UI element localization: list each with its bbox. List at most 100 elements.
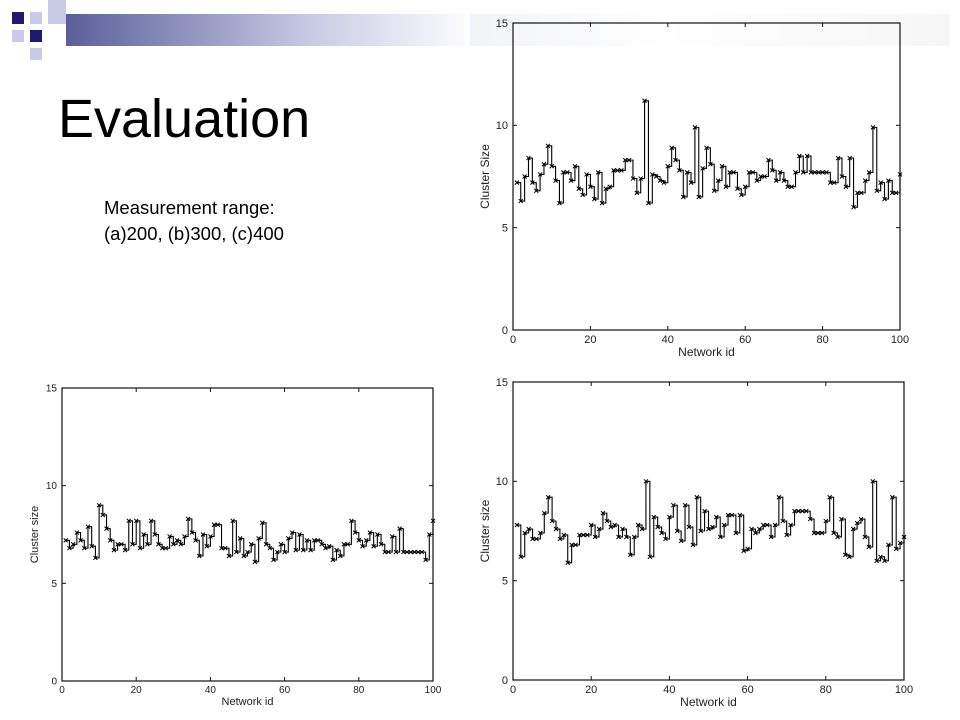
data-point: [337, 553, 343, 559]
data-point: [538, 530, 543, 536]
data-point: [419, 549, 425, 555]
data-point: [686, 524, 692, 530]
data-point: [777, 170, 783, 175]
data-point: [156, 541, 161, 547]
data-point: [737, 512, 743, 518]
header-fade-bar: [470, 14, 950, 46]
data-point: [804, 153, 810, 159]
data-point: [657, 178, 663, 183]
data-point: [518, 554, 524, 560]
data-point: [341, 541, 347, 547]
data-point: [67, 545, 72, 551]
data-point: [345, 541, 351, 547]
data-point: [725, 512, 731, 518]
logo-square-light-4: [30, 48, 42, 60]
data-point: [646, 200, 651, 206]
x-axis-label: Network id: [678, 345, 735, 359]
data-point: [870, 125, 876, 130]
data-point: [111, 547, 117, 553]
data-point: [731, 170, 736, 175]
x-tick-label: 0: [510, 334, 516, 346]
data-point: [635, 522, 641, 528]
data-point: [522, 174, 527, 179]
data-point: [847, 155, 853, 161]
data-point: [557, 200, 562, 206]
data-point: [901, 534, 907, 540]
data-point: [874, 558, 879, 564]
data-point: [304, 538, 310, 543]
data-point: [549, 163, 555, 169]
data-point: [866, 544, 872, 550]
data-point: [389, 534, 395, 539]
data-point: [226, 553, 232, 559]
data-point: [222, 545, 228, 551]
y-tick-label: 15: [46, 384, 58, 395]
data-point: [855, 190, 860, 196]
data-point: [315, 538, 321, 543]
data-point: [573, 542, 578, 548]
data-point: [382, 549, 388, 555]
data-point: [533, 188, 539, 194]
data-point: [374, 532, 380, 537]
data-point: [702, 508, 707, 514]
data-point: [704, 145, 709, 151]
data-point: [831, 530, 836, 536]
data-point: [711, 188, 717, 194]
data-point: [612, 522, 618, 528]
data-point: [854, 520, 860, 526]
data-point: [119, 541, 124, 547]
data-point: [670, 502, 676, 508]
data-point: [788, 522, 793, 528]
data-point: [514, 522, 520, 528]
data-point: [688, 180, 694, 185]
data-point: [669, 145, 675, 151]
data-point: [616, 534, 621, 540]
data-point: [835, 155, 841, 161]
data-point: [596, 526, 602, 532]
x-tick-label: 80: [816, 334, 828, 346]
data-point: [595, 170, 601, 175]
x-axis-label: Network id: [222, 696, 274, 708]
data-point: [568, 178, 574, 183]
data-point: [886, 542, 891, 548]
data-point: [808, 170, 814, 175]
x-tick-label: 80: [353, 685, 365, 696]
data-point: [189, 530, 195, 535]
data-point: [549, 518, 555, 524]
data-point: [889, 494, 895, 500]
data-point: [545, 143, 551, 149]
data-point: [655, 524, 661, 530]
data-point: [893, 190, 899, 196]
data-point: [426, 532, 432, 537]
x-tick-label: 20: [131, 685, 143, 696]
header-gradient-bar: [66, 14, 476, 46]
data-point: [323, 545, 328, 551]
data-point: [319, 541, 325, 547]
data-point: [780, 518, 786, 524]
data-point: [564, 170, 570, 175]
data-point: [196, 553, 202, 559]
data-point: [753, 530, 758, 536]
data-point: [893, 546, 899, 552]
data-point: [741, 548, 747, 554]
data-point: [819, 530, 825, 536]
data-point: [746, 170, 752, 175]
data-point: [816, 170, 822, 175]
data-point: [723, 184, 729, 190]
data-point: [858, 190, 864, 196]
data-point: [588, 184, 593, 190]
data-point: [850, 526, 856, 532]
y-tick-label: 5: [502, 576, 508, 588]
data-point: [215, 522, 221, 528]
slide-title: Evaluation: [58, 89, 311, 149]
data-point: [289, 530, 295, 535]
x-tick-label: 80: [820, 684, 832, 696]
data-point: [781, 178, 787, 183]
data-point: [412, 549, 417, 555]
data-point: [584, 532, 590, 538]
data-point: [311, 538, 317, 543]
data-point: [615, 168, 620, 173]
data-point: [792, 508, 797, 514]
y-tick-label: 15: [496, 18, 508, 30]
data-point: [758, 174, 764, 179]
